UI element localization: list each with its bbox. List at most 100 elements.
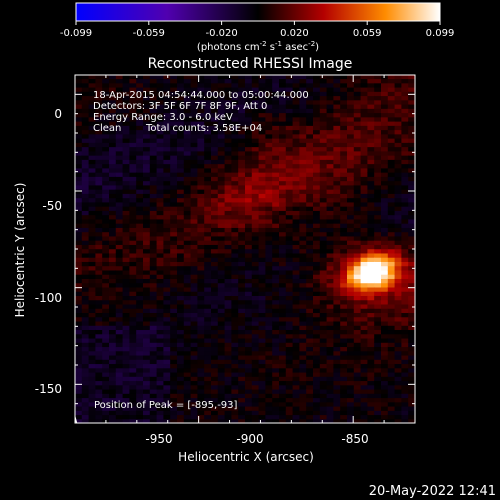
heatmap-cell [88,75,96,80]
heatmap-cell [265,86,273,92]
heatmap-cell [272,405,280,411]
heatmap-cell [306,329,314,335]
heatmap-cell [374,337,382,343]
heatmap-cell [292,180,300,186]
heatmap-cell [340,159,348,165]
heatmap-cell [326,308,334,314]
heatmap-cell [326,312,334,318]
heatmap-cell [75,354,83,360]
heatmap-cell [279,410,287,416]
heatmap-cell [367,240,375,245]
y-tick-label: -50 [42,199,62,213]
heatmap-cell [136,240,144,245]
heatmap-cell [143,316,151,322]
heatmap-cell [204,354,212,360]
heatmap-cell [272,393,280,399]
heatmap-cell [374,138,382,143]
heatmap-cell [299,227,307,233]
heatmap-cell [258,363,266,369]
heatmap-cell [163,104,171,109]
heatmap-cell [333,231,341,237]
heatmap-cell [245,155,253,160]
heatmap-cell [204,125,212,131]
heatmap-cell [387,163,396,169]
colorbar-tick-label: 0.059 [353,28,382,39]
heatmap-cell [381,405,389,411]
heatmap-cell [387,393,396,399]
heatmap-cell [170,75,178,80]
heatmap-cell [292,312,300,318]
heatmap-cell [367,223,375,228]
heatmap-cell [408,371,415,377]
heatmap-cell [258,282,266,288]
heatmap-cell [197,257,205,262]
heatmap-cell [122,125,130,131]
heatmap-cell [136,257,144,262]
heatmap-cell [81,274,90,279]
heatmap-cell [115,223,124,228]
heatmap-cell [299,278,307,284]
heatmap-cell [156,316,164,322]
heatmap-cell [279,393,287,399]
heatmap-cell [122,308,130,314]
heatmap-cell [122,176,130,182]
heatmap-cell [143,295,151,301]
heatmap-cell [333,167,341,173]
heatmap-cell [401,138,409,143]
heatmap-cell [88,363,96,369]
heatmap-cell [149,95,158,101]
heatmap-cell [326,91,334,97]
heatmap-cell [115,320,124,326]
heatmap-cell [109,342,117,348]
heatmap-cell [88,337,96,343]
heatmap-cell [394,201,402,207]
heatmap-cell [224,359,232,365]
heatmap-cell [170,155,178,160]
heatmap-cell [75,75,83,80]
heatmap-cell [190,274,198,279]
heatmap-cell [394,278,402,284]
heatmap-cell [231,384,239,390]
heatmap-cell [102,384,110,390]
heatmap-cell [251,359,260,365]
heatmap-cell [279,329,287,335]
heatmap-cell [211,210,219,216]
heatmap-cell [211,78,219,84]
heatmap-cell [381,75,389,80]
heatmap-cell [245,231,253,237]
heatmap-cell [177,108,185,114]
heatmap-cell [394,184,402,190]
heatmap-cell [238,167,246,173]
heatmap-cell [122,121,130,126]
heatmap-cell [75,312,83,318]
heatmap-cell [81,295,90,301]
heatmap-cell [143,223,151,228]
heatmap-cell [408,405,415,411]
heatmap-cell [292,112,300,118]
heatmap-cell [115,163,124,169]
heatmap-cell [88,278,96,284]
heatmap-cell [109,146,117,152]
heatmap-cell [387,299,396,305]
heatmap-cell [313,189,321,194]
heatmap-cell [394,167,402,173]
heatmap-cell [285,388,294,394]
heatmap-cell [81,240,90,245]
heatmap-cell [272,291,280,296]
heatmap-cell [367,380,375,386]
heatmap-cell [408,265,415,271]
heatmap-cell [251,142,260,148]
heatmap-cell [319,363,328,369]
heatmap-cell [136,235,144,241]
heatmap-cell [224,278,232,284]
heatmap-cell [109,133,117,139]
heatmap-cell [245,410,253,416]
heatmap-cell [224,286,232,292]
heatmap-cell [408,308,415,314]
heatmap-cell [149,252,158,258]
heatmap-cell [353,159,362,165]
heatmap-cell [211,240,219,245]
heatmap-cell [401,354,409,360]
heatmap-cell [292,333,300,339]
heatmap-cell [204,121,212,126]
